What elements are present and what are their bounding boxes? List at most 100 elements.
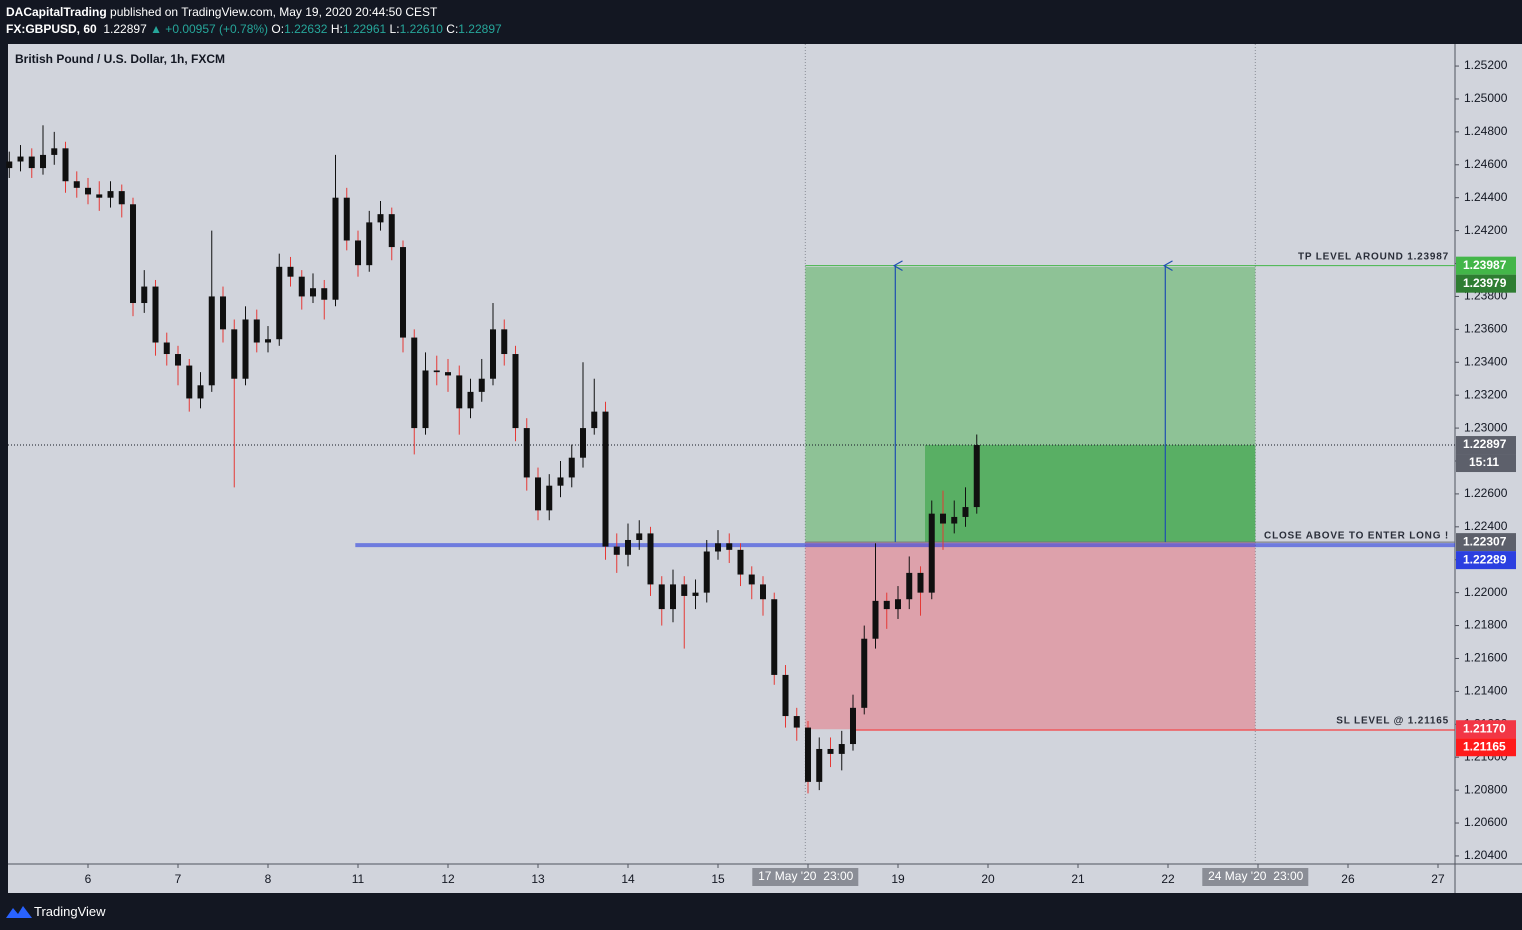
candle-body bbox=[827, 748, 834, 754]
price-label-box bbox=[1456, 551, 1516, 570]
ohlc-o: O: bbox=[271, 22, 285, 36]
candle-body bbox=[175, 354, 182, 366]
y-tick-label: 1.21400 bbox=[1464, 684, 1508, 698]
y-tick-label: 1.24600 bbox=[1464, 157, 1508, 171]
y-tick-label: 1.22000 bbox=[1464, 585, 1508, 599]
chart-title: British Pound / U.S. Dollar, 1h, FXCM bbox=[15, 52, 225, 66]
candle-body bbox=[928, 513, 935, 593]
candle-body bbox=[85, 187, 92, 195]
candle-body bbox=[197, 385, 204, 399]
candle-body bbox=[388, 214, 395, 248]
candle-body bbox=[490, 329, 497, 379]
candle-body bbox=[467, 391, 474, 409]
publish-line: DACapitalTrading published on TradingVie… bbox=[6, 5, 437, 19]
candle-body bbox=[343, 197, 350, 241]
countdown: 15:11 bbox=[1469, 455, 1499, 469]
candle-body bbox=[332, 197, 339, 300]
candle-body bbox=[759, 584, 766, 600]
y-tick-label: 1.20400 bbox=[1464, 848, 1508, 862]
candle-body bbox=[298, 276, 305, 297]
candle-body bbox=[253, 319, 260, 343]
candle-body bbox=[456, 375, 463, 409]
y-tick-label: 1.22600 bbox=[1464, 486, 1508, 500]
published: published on TradingView.com, May 19, 20… bbox=[110, 5, 438, 19]
candle-body bbox=[872, 600, 879, 639]
candle-body bbox=[478, 378, 485, 392]
x-tick-label: 27 bbox=[1431, 872, 1445, 886]
x-tick-label: 21 bbox=[1071, 872, 1085, 886]
x-tick-label: 14 bbox=[621, 872, 635, 886]
candle-body bbox=[670, 584, 677, 610]
time-marker-date: 17 May '20 bbox=[758, 869, 817, 883]
candle-body bbox=[73, 181, 80, 188]
price-label: 1.21165 bbox=[1463, 739, 1506, 753]
candle-body bbox=[951, 516, 958, 524]
y-tick-label: 1.23600 bbox=[1464, 322, 1508, 336]
candle-body bbox=[816, 748, 823, 782]
time-marker-time: 23:00 bbox=[823, 869, 853, 883]
candle-body bbox=[96, 194, 103, 198]
candle-body bbox=[782, 674, 789, 717]
logo bbox=[6, 906, 32, 918]
candle-body bbox=[6, 161, 13, 169]
y-tick-label: 1.24400 bbox=[1464, 190, 1508, 204]
candle-body bbox=[231, 329, 238, 379]
author[interactable]: DACapitalTrading bbox=[6, 5, 107, 19]
y-tick-label: 1.20600 bbox=[1464, 815, 1508, 829]
candle-body bbox=[793, 716, 800, 728]
candle-body bbox=[568, 457, 575, 478]
candle-body bbox=[28, 156, 35, 169]
time-marker-box bbox=[752, 868, 859, 886]
y-tick-label: 1.22400 bbox=[1464, 519, 1508, 533]
candle-body bbox=[366, 222, 373, 266]
x-tick-label: 22 bbox=[1161, 872, 1175, 886]
candle-body bbox=[962, 507, 969, 517]
candle-body bbox=[130, 204, 137, 304]
price-label: 1.23987 bbox=[1463, 258, 1507, 272]
candle-body bbox=[703, 551, 710, 593]
candle-body bbox=[445, 372, 452, 376]
candle-body bbox=[917, 572, 924, 593]
ohlc-h: H: bbox=[330, 22, 343, 36]
y-tick-label: 1.24200 bbox=[1464, 223, 1508, 237]
candle-body bbox=[310, 288, 317, 297]
candle-body bbox=[355, 240, 362, 266]
x-tick-label: 15 bbox=[711, 872, 725, 886]
price-label-box bbox=[1456, 256, 1516, 275]
candle-body bbox=[400, 247, 407, 338]
candle-body bbox=[613, 546, 620, 555]
candle-body bbox=[692, 592, 699, 596]
x-tick-label: 6 bbox=[85, 872, 92, 886]
candle-body bbox=[208, 296, 215, 386]
candle-body bbox=[681, 584, 688, 596]
candle-body bbox=[242, 319, 249, 379]
x-tick-label: 12 bbox=[441, 872, 455, 886]
candle-body bbox=[602, 411, 609, 547]
candle-body bbox=[906, 572, 913, 600]
ohlc-h-value: 1.22961 bbox=[342, 22, 387, 36]
candle-body bbox=[580, 428, 587, 458]
candle-body bbox=[422, 370, 429, 429]
x-tick-label: 20 bbox=[981, 872, 995, 886]
candle-body bbox=[861, 638, 868, 708]
y-tick-label: 1.25200 bbox=[1464, 58, 1508, 72]
candle-body bbox=[737, 549, 744, 575]
candle-body bbox=[804, 727, 811, 782]
candle-body bbox=[883, 600, 890, 610]
price-label: 1.22307 bbox=[1463, 534, 1507, 548]
candle-body bbox=[62, 148, 69, 182]
candle-body bbox=[501, 329, 508, 355]
candle-body bbox=[535, 477, 542, 511]
chart-background bbox=[8, 44, 1522, 893]
price-label: 1.22897 bbox=[1463, 437, 1507, 451]
candle-body bbox=[636, 533, 643, 540]
price-label: 1.23979 bbox=[1463, 276, 1507, 290]
candle-body bbox=[625, 539, 632, 555]
candle-body bbox=[849, 707, 856, 745]
symbol: FX:GBPUSD, 60 bbox=[6, 22, 97, 36]
brand[interactable]: TradingView bbox=[34, 904, 106, 919]
candle-body bbox=[141, 286, 148, 304]
ohlc-c-value: 1.22897 bbox=[458, 22, 502, 36]
candle-body bbox=[321, 288, 328, 300]
